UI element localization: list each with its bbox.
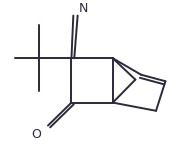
Text: N: N xyxy=(79,2,88,15)
Text: O: O xyxy=(31,128,41,141)
